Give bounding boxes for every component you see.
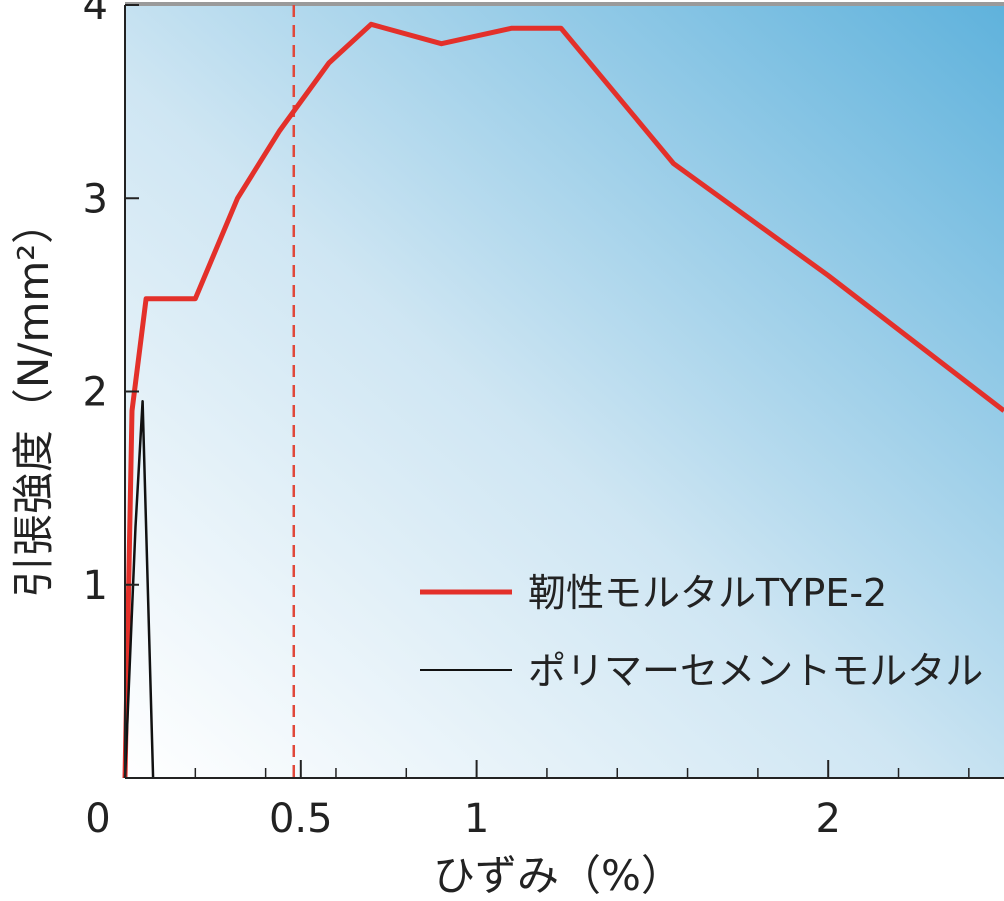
y-axis-ticks: 1 2 3 4 [83, 0, 139, 609]
y-axis-label: 引張強度（N/mm²） [9, 202, 58, 598]
chart-marks [122, 5, 1004, 779]
legend-label-series-2: ポリマーセメントモルタル [528, 649, 983, 693]
legend: 靭性モルタルTYPE-2 ポリマーセメントモルタル [420, 571, 983, 693]
legend-label-series-1: 靭性モルタルTYPE-2 [528, 571, 887, 615]
plot-background [125, 5, 1004, 778]
series-line-2 [123, 399, 155, 779]
y-tick-label: 1 [83, 563, 108, 609]
x-tick-label: 0.5 [269, 796, 333, 842]
x-axis-ticks: 0 0.5 1 2 [85, 760, 970, 842]
x-axis-label: ひずみ（%） [433, 851, 683, 900]
y-tick-label: 3 [83, 176, 108, 222]
x-tick-label: 1 [464, 796, 489, 842]
y-tick-label: 4 [83, 0, 108, 29]
x-tick-label: 2 [815, 796, 840, 842]
y-tick-label: 2 [83, 370, 108, 416]
series-line-1 [122, 21, 1004, 779]
x-tick-label: 0 [85, 796, 110, 842]
top-border [125, 2, 1004, 6]
